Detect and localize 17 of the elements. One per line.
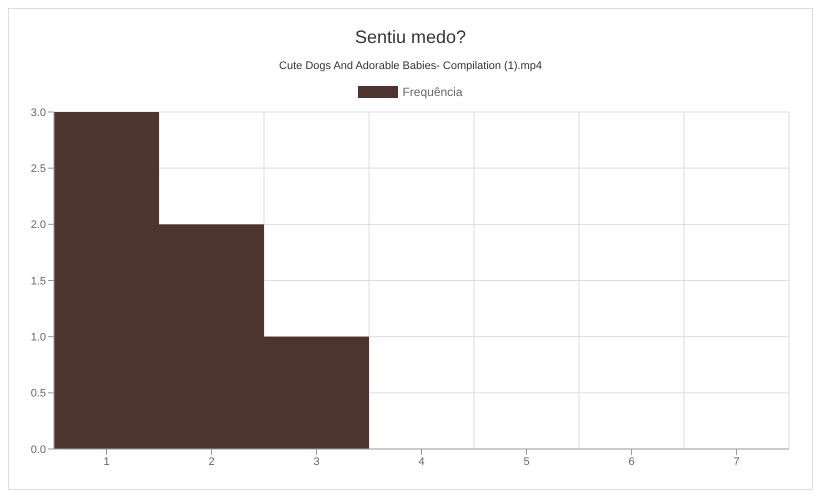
x-tick-label: 7	[733, 456, 740, 468]
x-tick-label: 5	[523, 456, 530, 468]
x-tick-label: 3	[313, 456, 320, 468]
chart-title: Sentiu medo?	[354, 27, 468, 48]
y-tick-label: 0.5	[30, 388, 46, 400]
chart-subtitle: Cute Dogs And Adorable Babies- Compilation (1).mp4	[278, 60, 543, 72]
legend-label: Frequência	[402, 85, 463, 99]
y-tick-label: 1.0	[30, 332, 46, 344]
y-tick-label: 0.0	[30, 444, 46, 456]
x-tick-label: 2	[208, 456, 215, 468]
x-tick-label: 4	[418, 456, 425, 468]
x-tick-label: 1	[103, 456, 110, 468]
y-tick-label: 1.5	[30, 275, 46, 288]
y-tick-label: 3.0	[30, 106, 46, 119]
y-tick-label: 2.5	[30, 163, 46, 176]
x-tick-label: 6	[628, 456, 635, 468]
y-tick-label: 2.0	[30, 219, 46, 232]
